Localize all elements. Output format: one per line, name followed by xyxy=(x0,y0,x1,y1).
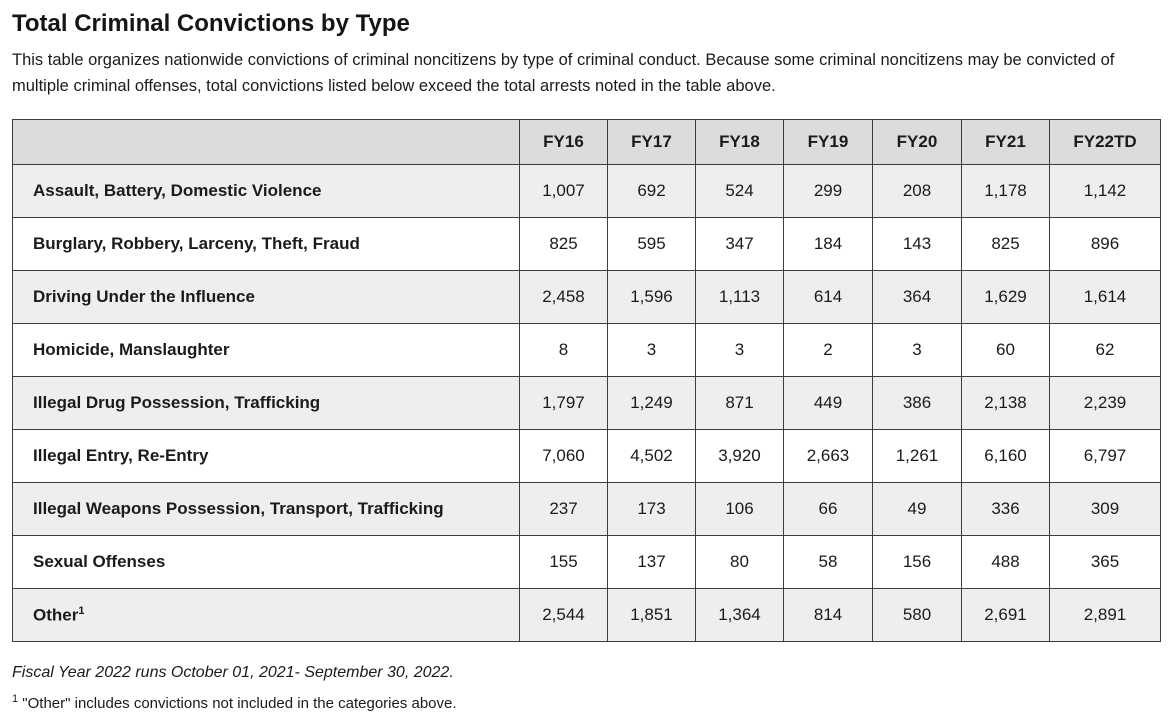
other-footnote: 1 "Other" includes convictions not inclu… xyxy=(12,693,1160,712)
value-cell: 814 xyxy=(783,587,873,642)
convictions-table: FY16 FY17 FY18 FY19 FY20 FY21 FY22TD Assault, B… xyxy=(12,118,1161,642)
value-cell: 580 xyxy=(872,587,962,642)
value-cell: 386 xyxy=(872,375,962,430)
value-cell: 173 xyxy=(607,481,696,536)
value-cell: 1,596 xyxy=(607,269,696,324)
footnote-text: "Other" includes convictions not include… xyxy=(22,694,457,712)
column-header: FY17 xyxy=(607,118,696,165)
column-header: FY19 xyxy=(783,118,873,165)
table-row: Homicide, Manslaughter 8 3 3 2 3 60 62 xyxy=(12,322,1161,377)
value-cell: 1,113 xyxy=(695,269,784,324)
value-cell: 3 xyxy=(872,322,962,377)
row-label: Sexual Offenses xyxy=(12,534,520,589)
value-cell: 825 xyxy=(519,216,608,271)
value-cell: 7,060 xyxy=(519,428,608,483)
column-header: FY18 xyxy=(695,118,784,165)
value-cell: 66 xyxy=(783,481,873,536)
value-cell: 58 xyxy=(783,534,873,589)
column-header: FY16 xyxy=(519,118,608,165)
row-label: Illegal Weapons Possession, Transport, T… xyxy=(12,481,520,536)
value-cell: 614 xyxy=(783,269,873,324)
value-cell: 336 xyxy=(961,481,1050,536)
value-cell: 299 xyxy=(783,163,873,218)
column-header: FY21 xyxy=(961,118,1050,165)
value-cell: 871 xyxy=(695,375,784,430)
value-cell: 1,364 xyxy=(695,587,784,642)
fiscal-year-note: Fiscal Year 2022 runs October 01, 2021- … xyxy=(12,663,454,681)
value-cell: 2,544 xyxy=(519,587,608,642)
value-cell: 137 xyxy=(607,534,696,589)
table-row: Sexual Offenses 155 137 80 58 156 488 365 xyxy=(12,534,1161,589)
value-cell: 309 xyxy=(1049,481,1161,536)
value-cell: 6,160 xyxy=(961,428,1050,483)
value-cell: 2,663 xyxy=(783,428,873,483)
value-cell: 692 xyxy=(607,163,696,218)
row-label: Homicide, Manslaughter xyxy=(12,322,520,377)
value-cell: 4,502 xyxy=(607,428,696,483)
row-label: Assault, Battery, Domestic Violence xyxy=(12,163,520,218)
table-row: Illegal Drug Possession, Trafficking 1,79… xyxy=(12,375,1161,430)
value-cell: 449 xyxy=(783,375,873,430)
table-row: Burglary, Robbery, Larceny, Theft, Fraud… xyxy=(12,216,1161,271)
value-cell: 1,142 xyxy=(1049,163,1161,218)
footnote-marker: 1 xyxy=(12,692,19,705)
value-cell: 8 xyxy=(519,322,608,377)
header-row: FY16 FY17 FY18 FY19 FY20 FY21 FY22TD xyxy=(12,118,1161,165)
page-description: This table organizes nationwide convicti… xyxy=(12,50,1115,95)
value-cell: 49 xyxy=(872,481,962,536)
value-cell: 155 xyxy=(519,534,608,589)
table-row: Driving Under the Influence 2,458 1,596 1,1… xyxy=(12,269,1161,324)
corner-header xyxy=(12,118,520,165)
value-cell: 3 xyxy=(695,322,784,377)
value-cell: 1,249 xyxy=(607,375,696,430)
value-cell: 237 xyxy=(519,481,608,536)
value-cell: 488 xyxy=(961,534,1050,589)
column-header: FY22TD xyxy=(1049,118,1161,165)
value-cell: 156 xyxy=(872,534,962,589)
value-cell: 595 xyxy=(607,216,696,271)
value-cell: 208 xyxy=(872,163,962,218)
value-cell: 524 xyxy=(695,163,784,218)
value-cell: 2,239 xyxy=(1049,375,1161,430)
column-header: FY20 xyxy=(872,118,962,165)
value-cell: 347 xyxy=(695,216,784,271)
value-cell: 143 xyxy=(872,216,962,271)
value-cell: 80 xyxy=(695,534,784,589)
value-cell: 2 xyxy=(783,322,873,377)
value-cell: 1,178 xyxy=(961,163,1050,218)
table-row: Other1 2,544 1,851 1,364 814 580 2,691 2,891 xyxy=(12,587,1161,642)
value-cell: 2,458 xyxy=(519,269,608,324)
footnote-marker: 1 xyxy=(78,604,85,617)
row-label: Illegal Entry, Re-Entry xyxy=(12,428,520,483)
value-cell: 2,138 xyxy=(961,375,1050,430)
value-cell: 1,007 xyxy=(519,163,608,218)
value-cell: 825 xyxy=(961,216,1050,271)
value-cell: 3,920 xyxy=(695,428,784,483)
value-cell: 184 xyxy=(783,216,873,271)
value-cell: 1,614 xyxy=(1049,269,1161,324)
value-cell: 1,797 xyxy=(519,375,608,430)
value-cell: 106 xyxy=(695,481,784,536)
value-cell: 1,851 xyxy=(607,587,696,642)
table-row: Assault, Battery, Domestic Violence 1,007… xyxy=(12,163,1161,218)
value-cell: 6,797 xyxy=(1049,428,1161,483)
value-cell: 364 xyxy=(872,269,962,324)
value-cell: 1,629 xyxy=(961,269,1050,324)
value-cell: 3 xyxy=(607,322,696,377)
row-label: Other1 xyxy=(12,587,520,642)
value-cell: 896 xyxy=(1049,216,1161,271)
value-cell: 62 xyxy=(1049,322,1161,377)
value-cell: 2,891 xyxy=(1049,587,1161,642)
table-row: Illegal Entry, Re-Entry 7,060 4,502 3,920 2,… xyxy=(12,428,1161,483)
row-label: Burglary, Robbery, Larceny, Theft, Fraud xyxy=(12,216,520,271)
value-cell: 2,691 xyxy=(961,587,1050,642)
row-label: Driving Under the Influence xyxy=(12,269,520,324)
table-row: Illegal Weapons Possession, Transport, T… xyxy=(12,481,1161,536)
page-title: Total Criminal Convictions by Type xyxy=(12,10,410,37)
row-label: Illegal Drug Possession, Trafficking xyxy=(12,375,520,430)
value-cell: 1,261 xyxy=(872,428,962,483)
value-cell: 60 xyxy=(961,322,1050,377)
value-cell: 365 xyxy=(1049,534,1161,589)
